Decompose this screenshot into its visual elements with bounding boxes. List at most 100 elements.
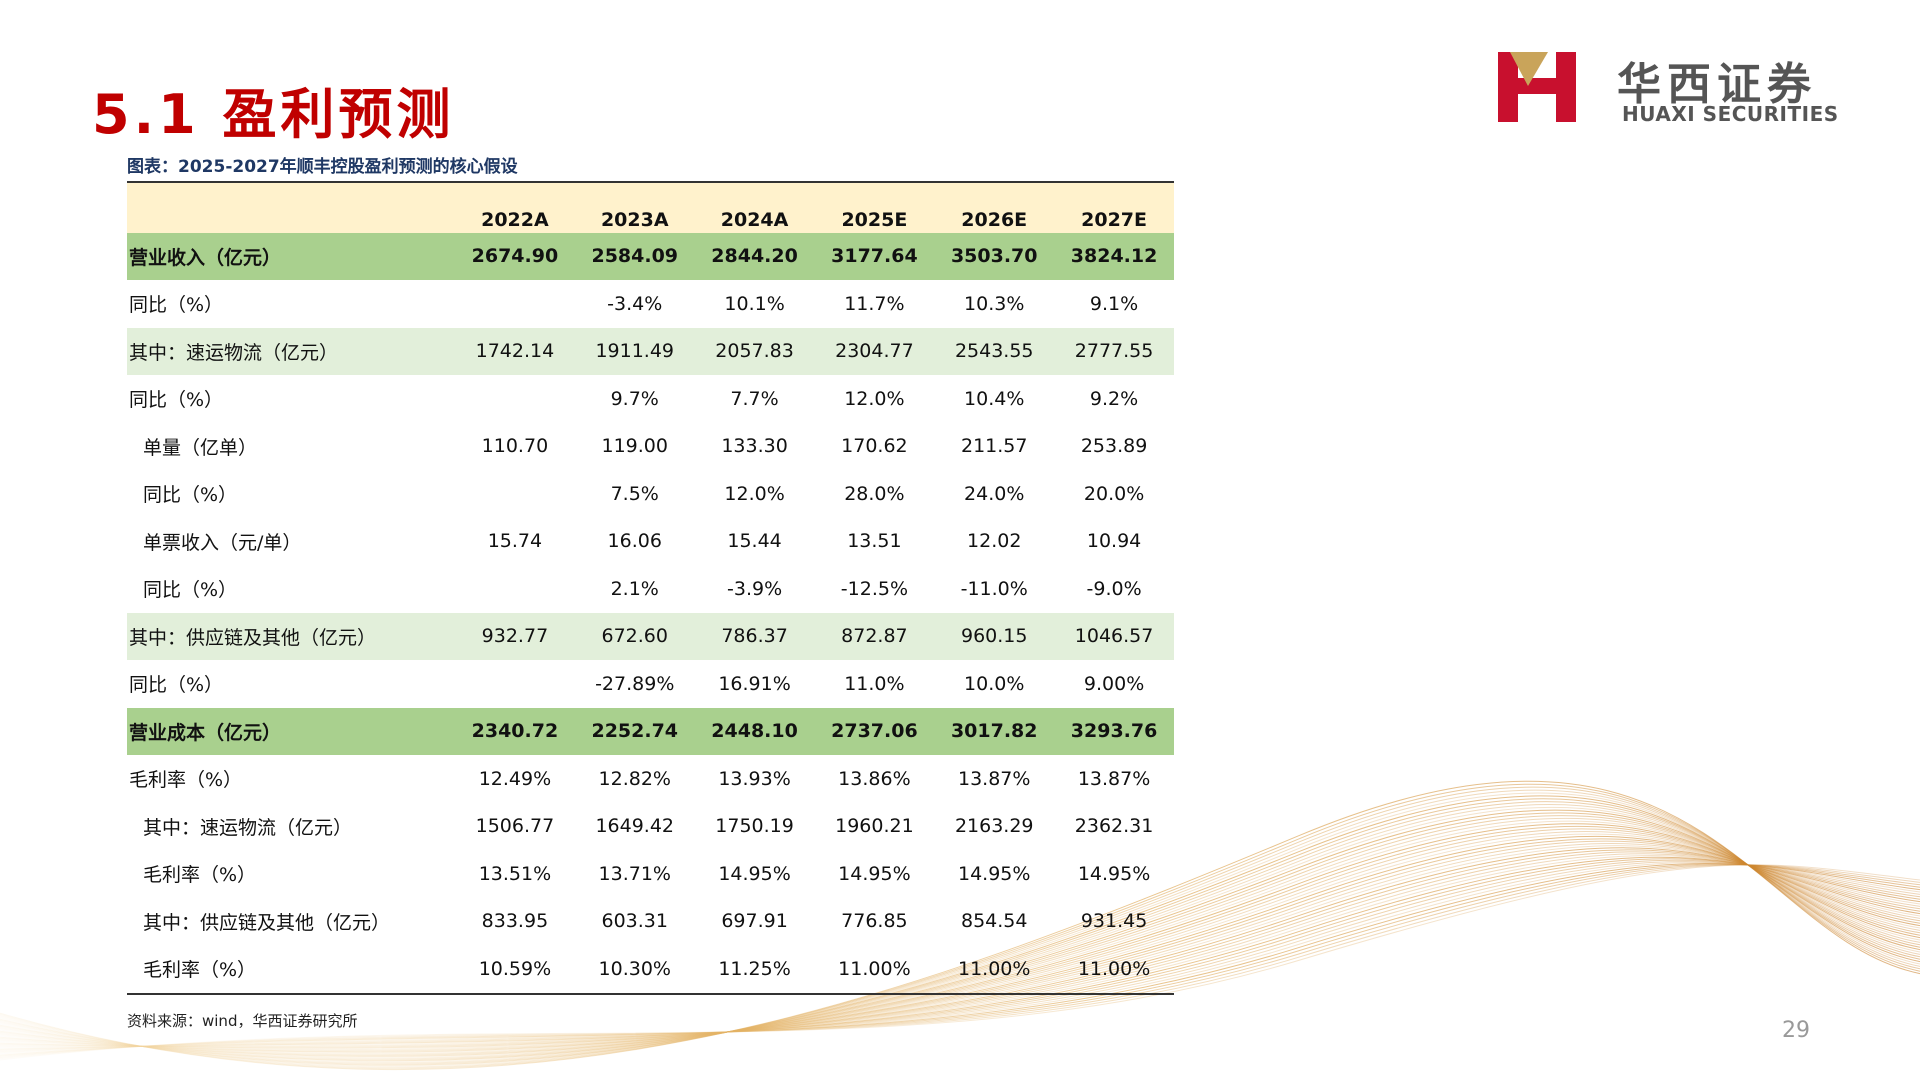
row-label: 营业收入（亿元）	[129, 246, 282, 269]
table-cell: 1750.19	[715, 815, 794, 838]
table-cell: 16.91%	[718, 672, 791, 695]
header-cell	[127, 182, 455, 233]
table-cell: 14.95%	[1077, 862, 1151, 885]
table-cell: 2737.06	[831, 720, 918, 743]
table-cell: 931.45	[1080, 910, 1148, 933]
logo-bar	[1498, 78, 1576, 94]
subtitle: 图表：2025-2027年顺丰控股盈利预测的核心假设	[127, 157, 518, 177]
table-cell: 2057.83	[715, 340, 794, 363]
table-row: 单量（亿单） 110.70 119.00 133.30 170.62 211.57 253.…	[127, 423, 1174, 471]
table-cell: 24.0%	[964, 482, 1025, 505]
table-cell: 1046.57	[1074, 625, 1154, 648]
table-row: 其中：供应链及其他（亿元） 932.77 672.60 786.37 872.87 960…	[127, 612, 1174, 660]
forecast-table: 2022A 2023A 2024A 2025E 2026E 2027E 营业收入（亿元） 2…	[127, 181, 1174, 995]
table-cell: 11.25%	[718, 957, 791, 980]
column-header: 2022A	[481, 208, 549, 231]
table-row: 同比（%） -3.4% 10.1% 11.7% 10.3% 9.1%	[127, 280, 1174, 328]
table-cell: -11.0%	[960, 577, 1028, 600]
table-cell: 960.15	[960, 625, 1028, 648]
table-cell: 2584.09	[591, 245, 679, 268]
table-cell	[455, 470, 575, 518]
table-cell	[455, 280, 575, 328]
table-body: 营业收入（亿元） 2674.90 2584.09 2844.20 3177.64 3503…	[127, 232, 1174, 994]
table-cell: 10.4%	[964, 387, 1025, 410]
logo-en: HUAXI SECURITIES	[1622, 102, 1839, 126]
table-cell: -9.0%	[1086, 577, 1142, 600]
table-row: 其中：速运物流（亿元） 1506.77 1649.42 1750.19 1960.21 2…	[127, 803, 1174, 851]
table-cell: 9.7%	[610, 387, 659, 410]
table-row: 其中：速运物流（亿元） 1742.14 1911.49 2057.83 2304.77 2…	[127, 327, 1174, 375]
table-cell: 3017.82	[950, 720, 1038, 743]
row-label: 同比（%）	[129, 389, 224, 412]
logo-accent	[1510, 52, 1548, 86]
table-cell: 833.95	[481, 910, 549, 933]
table-cell: 211.57	[960, 435, 1028, 458]
table-cell: 854.54	[960, 910, 1028, 933]
table-cell: -12.5%	[840, 577, 908, 600]
row-label: 其中：供应链及其他（亿元）	[129, 626, 377, 649]
table-cell: 9.00%	[1083, 672, 1145, 695]
table-cell: 2362.31	[1074, 815, 1154, 838]
table-cell: 9.1%	[1089, 292, 1139, 315]
table-cell: 13.51	[847, 530, 902, 553]
table-row: 同比（%） 7.5% 12.0% 28.0% 24.0% 20.0%	[127, 470, 1174, 518]
table-cell: 170.62	[841, 435, 908, 458]
header-row: 2022A 2023A 2024A 2025E 2026E 2027E	[127, 182, 1174, 233]
table-cell: 28.0%	[844, 482, 905, 505]
table-cell: 10.1%	[724, 292, 785, 315]
title: 5.1 盈利预测	[92, 83, 455, 146]
table-cell: 932.77	[481, 625, 549, 648]
table-cell: 2.1%	[610, 577, 659, 600]
table-cell: 2674.90	[471, 245, 559, 268]
table-row: 同比（%） 2.1% -3.9% -12.5% -11.0% -9.0%	[127, 565, 1174, 613]
table-cell: 12.49%	[478, 767, 552, 790]
table-cell: 10.30%	[598, 957, 671, 980]
table-row: 单票收入（元/单） 15.74 16.06 15.44 13.51 12.02 10.94	[127, 518, 1174, 566]
table-cell: 11.0%	[844, 672, 905, 695]
table-cell: 10.59%	[478, 957, 552, 980]
table-cell: 12.0%	[844, 387, 905, 410]
table-row: 同比（%） -27.89% 16.91% 11.0% 10.0% 9.00%	[127, 660, 1174, 708]
row-label: 营业成本（亿元）	[129, 721, 282, 744]
table-row: 毛利率（%） 12.49% 12.82% 13.93% 13.86% 13.87% 13.8…	[127, 755, 1174, 803]
table-cell: -27.89%	[595, 672, 675, 695]
table-cell: 15.44	[727, 530, 782, 553]
table-cell: 872.87	[841, 625, 908, 648]
page-number: 29	[1782, 1018, 1810, 1043]
table-cell: 7.5%	[610, 482, 659, 505]
row-label: 其中：速运物流（亿元）	[143, 816, 353, 839]
table-row: 营业收入（亿元） 2674.90 2584.09 2844.20 3177.64 3503…	[127, 232, 1174, 280]
row-label: 毛利率（%）	[143, 959, 257, 982]
table-cell: 119.00	[601, 435, 668, 458]
table-cell: 1506.77	[475, 815, 555, 838]
table-header: 2022A 2023A 2024A 2025E 2026E 2027E	[127, 182, 1174, 233]
row-label: 同比（%）	[129, 674, 224, 697]
table-cell: 2252.74	[591, 720, 679, 743]
table-cell: 3293.76	[1070, 720, 1158, 743]
table-cell: 672.60	[601, 625, 668, 648]
table-cell: 3503.70	[950, 245, 1038, 268]
table-cell: 12.0%	[724, 482, 785, 505]
column-header: 2024A	[720, 208, 789, 231]
table-cell	[455, 660, 575, 708]
table-row: 毛利率（%） 10.59% 10.30% 11.25% 11.00% 11.00% 11.0…	[127, 945, 1174, 994]
table-cell: 10.3%	[964, 292, 1025, 315]
table-cell: -3.9%	[727, 577, 783, 600]
row-label: 同比（%）	[143, 579, 238, 602]
row-label: 同比（%）	[143, 484, 238, 507]
table-cell: 9.2%	[1089, 387, 1139, 410]
table-cell: 2777.55	[1074, 340, 1154, 363]
source-note: 资料来源：wind，华西证券研究所	[127, 1012, 358, 1030]
table-cell: 697.91	[721, 910, 788, 933]
table-cell: 20.0%	[1083, 482, 1145, 505]
table-cell: 10.0%	[964, 672, 1025, 695]
table-cell: 2448.10	[711, 720, 798, 743]
table-cell: 603.31	[601, 910, 668, 933]
table-cell: 13.51%	[478, 862, 552, 885]
table-cell: 13.87%	[1077, 767, 1151, 790]
table-cell: 12.02	[967, 530, 1022, 553]
table-cell: 7.7%	[730, 387, 779, 410]
table-cell: 14.95%	[718, 862, 791, 885]
table-row: 其中：供应链及其他（亿元） 833.95 603.31 697.91 776.85 854…	[127, 898, 1174, 946]
